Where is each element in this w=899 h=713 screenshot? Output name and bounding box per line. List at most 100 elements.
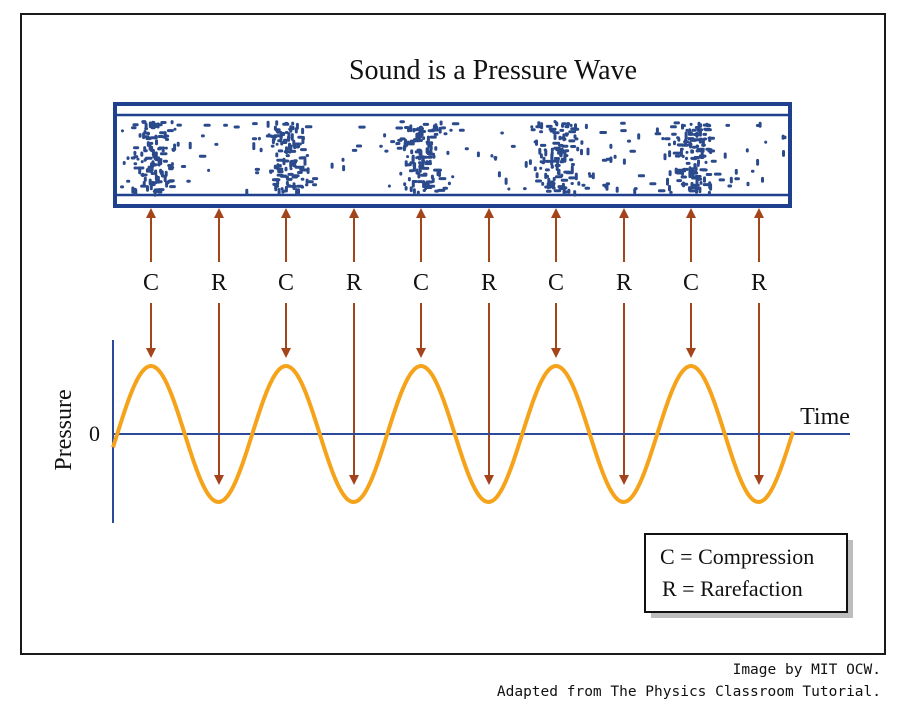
air-particle (682, 124, 686, 128)
air-particle (687, 137, 695, 141)
air-particle (562, 189, 566, 196)
air-particle (186, 179, 191, 183)
air-particle (588, 174, 593, 178)
air-particle (138, 133, 142, 138)
air-particle (438, 171, 441, 177)
air-particle (131, 126, 137, 130)
air-particle (416, 190, 420, 196)
pressure-wave-curve (111, 364, 795, 504)
air-particle (301, 127, 305, 135)
air-particle (413, 162, 417, 170)
air-particle (198, 154, 207, 158)
air-particle (409, 124, 413, 133)
air-particle (691, 149, 694, 154)
air-particle (568, 176, 576, 180)
air-particle (649, 182, 657, 186)
air-particle (341, 157, 345, 162)
air-particle (146, 132, 150, 136)
air-particle (550, 153, 554, 161)
air-particle (429, 145, 433, 151)
air-particle (273, 164, 277, 170)
air-particle (417, 134, 421, 140)
pressure-wave-diagram: Sound is a Pressure Wave C R C R C R C R C R 0 Ti… (51, 55, 853, 618)
air-particle (668, 150, 672, 158)
air-particle (494, 156, 497, 161)
air-particle (161, 149, 165, 153)
air-particle (279, 133, 286, 136)
air-particle (673, 121, 680, 125)
air-particle (661, 137, 665, 141)
air-particle (419, 149, 423, 158)
air-particle (564, 149, 570, 153)
air-particle (152, 151, 156, 159)
air-particle (252, 122, 258, 126)
air-particle (601, 158, 608, 162)
air-particle (434, 189, 440, 193)
air-particle (399, 120, 405, 124)
air-particle (426, 150, 430, 156)
marker-label-compression: C (548, 270, 564, 296)
marker-label-rarefaction: R (751, 270, 767, 296)
air-particle (688, 189, 696, 193)
air-particle (432, 124, 436, 130)
air-particle (312, 183, 318, 187)
air-particle (273, 178, 281, 182)
legend-compression: C = Compression (660, 544, 814, 569)
marker-arrow-down-head (484, 475, 494, 485)
air-particle (691, 184, 696, 188)
air-particle (528, 159, 532, 165)
marker-arrow-up-head (686, 208, 696, 218)
air-particle (705, 122, 709, 127)
air-particle (697, 159, 700, 165)
air-particle (133, 190, 137, 197)
air-particle (541, 161, 545, 165)
air-particle (267, 133, 271, 137)
air-particle (289, 144, 293, 151)
air-particle (152, 121, 156, 129)
air-particle (691, 145, 697, 149)
air-particle (581, 183, 586, 187)
air-particle (551, 186, 556, 190)
air-particle (298, 170, 302, 174)
air-particle (668, 170, 672, 177)
air-particle (442, 186, 448, 190)
air-particle (379, 144, 383, 148)
air-particle (358, 125, 366, 129)
air-particle (156, 175, 160, 184)
air-particle (587, 172, 591, 176)
air-particle (761, 176, 764, 183)
y-axis-label: Pressure (51, 389, 77, 470)
legend-box: C = Compression R = Rarefaction (644, 533, 853, 618)
air-particle (756, 158, 760, 166)
air-particle (133, 162, 138, 166)
air-particle (580, 140, 584, 145)
air-particle (433, 132, 439, 136)
marker-arrow-down-head (281, 348, 291, 358)
air-particle (165, 138, 170, 141)
marker-arrow-down-head (146, 348, 156, 358)
air-particle (144, 122, 148, 129)
zero-label: 0 (89, 421, 100, 446)
air-particle (418, 130, 427, 133)
air-particle (620, 121, 626, 125)
air-particle (544, 149, 548, 157)
marker-label-compression: C (413, 270, 429, 296)
marker-arrow-down-head (754, 475, 764, 485)
air-particle (424, 183, 428, 191)
air-particle (620, 129, 627, 133)
air-particle (342, 165, 346, 172)
air-particle (157, 156, 161, 161)
air-particle (668, 185, 671, 192)
air-particle (702, 132, 708, 136)
air-particle (584, 123, 588, 130)
air-particle (251, 137, 258, 141)
air-particle (154, 181, 158, 185)
air-particle (538, 147, 542, 155)
air-particle (429, 151, 433, 156)
air-particle (421, 166, 430, 170)
air-particle (684, 131, 688, 140)
air-particle (695, 144, 699, 149)
air-particle (291, 185, 298, 188)
air-particle (718, 178, 725, 182)
air-particle (163, 176, 167, 183)
